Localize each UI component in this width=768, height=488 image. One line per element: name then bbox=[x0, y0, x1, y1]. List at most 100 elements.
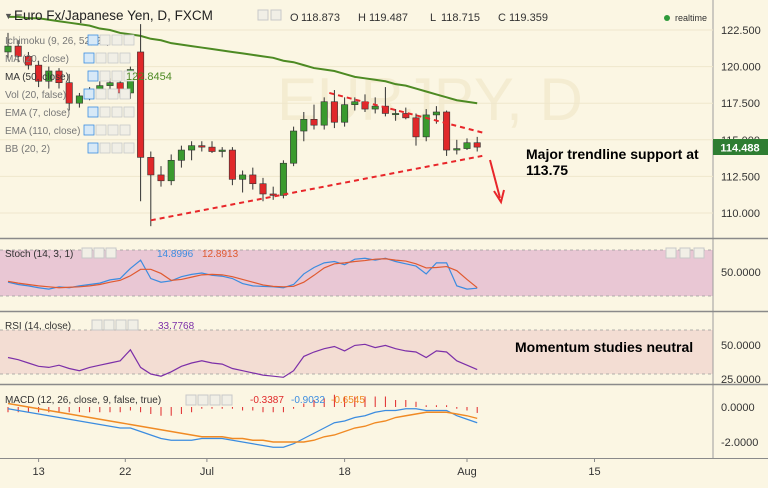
stoch-close-icon[interactable] bbox=[105, 247, 117, 259]
title-settings-icon[interactable] bbox=[270, 9, 282, 21]
candle[interactable] bbox=[24, 51, 32, 70]
macd-more-icon[interactable] bbox=[221, 394, 233, 406]
candles-group[interactable] bbox=[4, 24, 481, 227]
candle[interactable] bbox=[381, 87, 389, 117]
candle[interactable] bbox=[412, 113, 420, 146]
candle[interactable] bbox=[341, 97, 349, 127]
candle[interactable] bbox=[157, 166, 165, 187]
indicator-close-icon[interactable] bbox=[111, 70, 123, 82]
candle[interactable] bbox=[310, 104, 318, 130]
indicator-settings-icon[interactable] bbox=[99, 34, 111, 46]
candle[interactable] bbox=[147, 151, 155, 227]
price-axis[interactable]: 122.500120.000117.500115.000112.500110.0… bbox=[721, 25, 761, 220]
rsi-legend-buttons[interactable] bbox=[91, 319, 139, 331]
macd-legend-buttons[interactable] bbox=[185, 394, 233, 406]
rsi-more-icon[interactable] bbox=[127, 319, 139, 331]
candle[interactable] bbox=[218, 147, 226, 158]
candle[interactable] bbox=[300, 111, 308, 142]
candle[interactable] bbox=[402, 107, 410, 120]
indicator-close-icon[interactable] bbox=[107, 52, 119, 64]
indicator-settings-icon[interactable] bbox=[95, 124, 107, 136]
indicator-settings-icon[interactable] bbox=[99, 106, 111, 118]
indicator-more-icon[interactable] bbox=[123, 70, 135, 82]
candle[interactable] bbox=[167, 154, 175, 186]
stoch-eye-icon[interactable] bbox=[81, 247, 93, 259]
indicator-close-icon[interactable] bbox=[111, 142, 123, 154]
candle[interactable] bbox=[14, 40, 22, 63]
indicator-settings-icon[interactable] bbox=[95, 88, 107, 100]
stoch-pane-up-icon[interactable] bbox=[665, 247, 677, 259]
indicator-more-icon[interactable] bbox=[123, 34, 135, 46]
stoch-pane-maximize-icon[interactable] bbox=[693, 247, 705, 259]
candle[interactable] bbox=[422, 109, 430, 142]
indicator-row[interactable]: MA (20, close) bbox=[5, 52, 131, 65]
candle[interactable] bbox=[177, 145, 185, 168]
indicator-more-icon[interactable] bbox=[123, 106, 135, 118]
indicator-eye-icon[interactable] bbox=[83, 52, 95, 64]
candle[interactable] bbox=[463, 138, 471, 151]
stoch-pane-controls[interactable] bbox=[665, 247, 705, 259]
indicator-row[interactable]: EMA (7, close) bbox=[5, 106, 135, 119]
rsi-settings-icon[interactable] bbox=[103, 319, 115, 331]
candle[interactable] bbox=[249, 167, 257, 190]
indicator-row[interactable]: Vol (20, false) bbox=[5, 88, 131, 101]
candle[interactable] bbox=[290, 126, 298, 167]
candle[interactable] bbox=[45, 66, 53, 89]
indicator-settings-icon[interactable] bbox=[99, 142, 111, 154]
macd-close-icon[interactable] bbox=[209, 394, 221, 406]
indicator-close-icon[interactable] bbox=[111, 106, 123, 118]
stoch-legend-buttons[interactable] bbox=[81, 247, 117, 259]
candle[interactable] bbox=[75, 92, 83, 108]
indicator-row[interactable]: BB (20, 2) bbox=[5, 142, 135, 155]
candle[interactable] bbox=[55, 68, 63, 89]
candle[interactable] bbox=[35, 60, 43, 88]
indicator-settings-icon[interactable] bbox=[99, 70, 111, 82]
indicator-more-icon[interactable] bbox=[119, 88, 131, 100]
candle[interactable] bbox=[320, 97, 328, 130]
candle[interactable] bbox=[188, 141, 196, 161]
title-eye-icon[interactable] bbox=[257, 9, 269, 21]
trendlines-group[interactable] bbox=[150, 91, 483, 222]
candle[interactable] bbox=[4, 32, 12, 60]
candle[interactable] bbox=[269, 186, 277, 200]
candle[interactable] bbox=[228, 147, 236, 186]
indicator-eye-icon[interactable] bbox=[87, 70, 99, 82]
indicator-eye-icon[interactable] bbox=[87, 106, 99, 118]
candle[interactable] bbox=[392, 109, 400, 121]
indicator-close-icon[interactable] bbox=[111, 34, 123, 46]
indicator-close-icon[interactable] bbox=[107, 88, 119, 100]
indicator-eye-icon[interactable] bbox=[83, 124, 95, 136]
indicator-close-icon[interactable] bbox=[107, 124, 119, 136]
indicator-eye-icon[interactable] bbox=[87, 142, 99, 154]
candle[interactable] bbox=[351, 97, 359, 111]
stoch-settings-icon[interactable] bbox=[93, 247, 105, 259]
candle[interactable] bbox=[473, 136, 481, 152]
indicator-eye-icon[interactable] bbox=[83, 88, 95, 100]
candle[interactable] bbox=[330, 90, 338, 129]
candle[interactable] bbox=[137, 24, 145, 202]
candle[interactable] bbox=[208, 141, 216, 153]
candle[interactable] bbox=[239, 170, 247, 193]
candle[interactable] bbox=[453, 139, 461, 155]
indicator-row[interactable]: EMA (110, close) bbox=[5, 124, 131, 137]
time-axis[interactable]: 13 22 Jul 18 Aug 15 bbox=[32, 458, 601, 478]
indicator-more-icon[interactable] bbox=[119, 124, 131, 136]
rsi-close-icon[interactable] bbox=[115, 319, 127, 331]
candle[interactable] bbox=[443, 110, 451, 156]
indicator-more-icon[interactable] bbox=[123, 142, 135, 154]
indicator-row[interactable]: Ichimoku (9, 26, 52, 26) bbox=[5, 34, 135, 47]
trendline-support[interactable] bbox=[150, 154, 483, 222]
candle[interactable] bbox=[198, 141, 206, 152]
indicator-row[interactable]: MA (50, close) 122.8454 bbox=[5, 70, 172, 83]
indicator-more-icon[interactable] bbox=[119, 52, 131, 64]
macd-settings-icon[interactable] bbox=[197, 394, 209, 406]
rsi-eye-icon[interactable] bbox=[91, 319, 103, 331]
candle[interactable] bbox=[65, 73, 73, 111]
candle[interactable] bbox=[279, 160, 287, 199]
collapse-arrow-icon[interactable]: ▼ bbox=[4, 11, 13, 21]
macd-eye-icon[interactable] bbox=[185, 394, 197, 406]
indicator-settings-icon[interactable] bbox=[95, 52, 107, 64]
indicator-eye-icon[interactable] bbox=[87, 34, 99, 46]
stoch-pane-down-icon[interactable] bbox=[679, 247, 691, 259]
